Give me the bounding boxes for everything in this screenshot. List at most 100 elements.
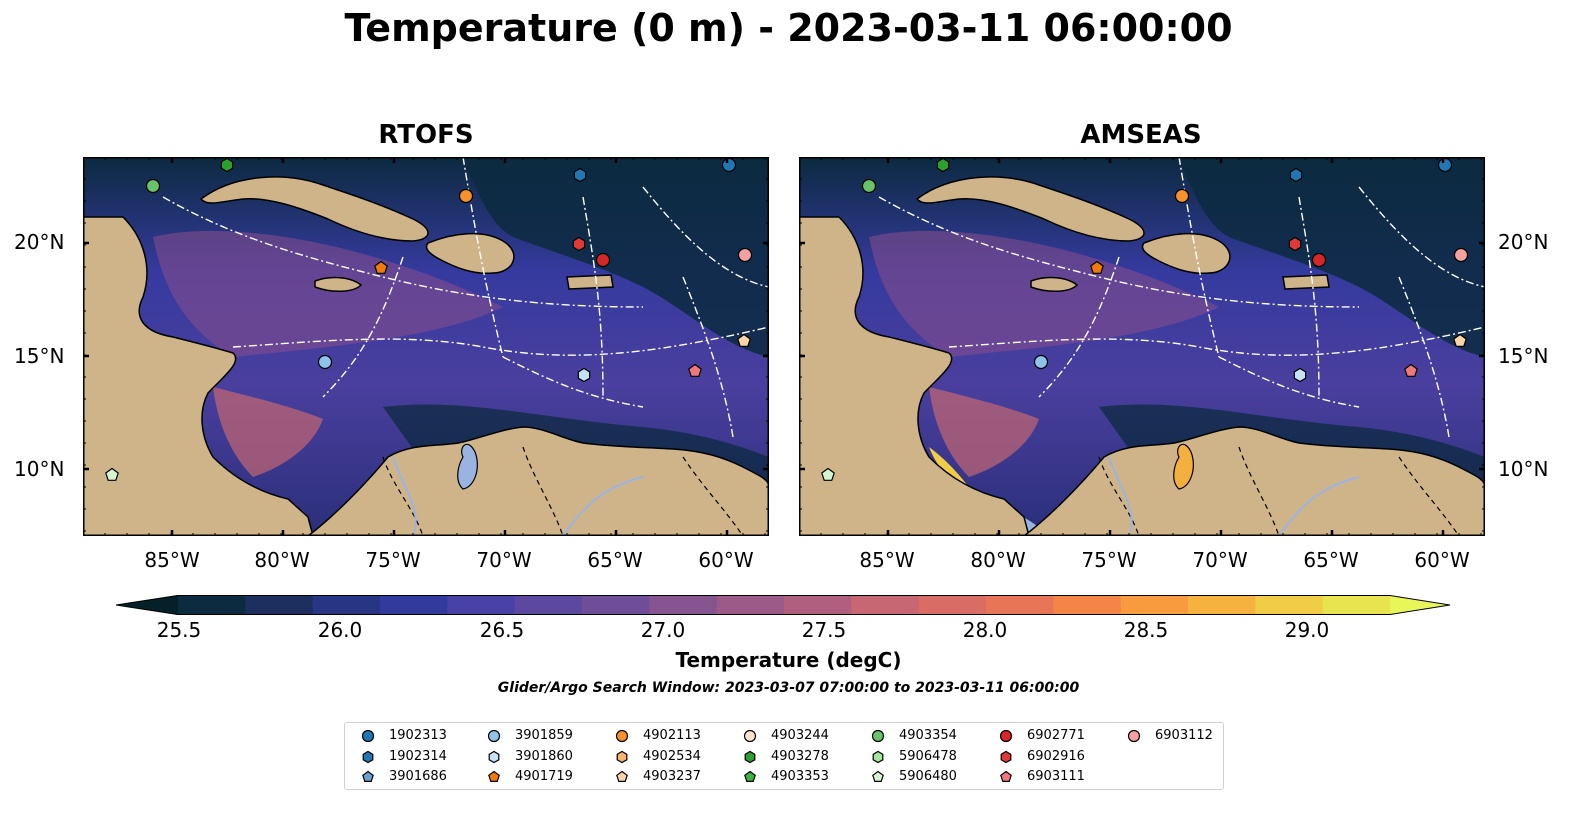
legend-marker-circle-icon bbox=[871, 729, 885, 743]
legend-label: 6903112 bbox=[1155, 728, 1213, 743]
colorbar-bin bbox=[1322, 595, 1391, 615]
map-panel-rtofs bbox=[83, 157, 769, 536]
landmass bbox=[306, 426, 769, 536]
legend-label: 1902313 bbox=[389, 728, 447, 743]
map-panel-amseas bbox=[799, 157, 1485, 536]
float-marker-4901719 bbox=[1090, 260, 1104, 274]
float-marker-4902113 bbox=[458, 188, 474, 204]
colorbar-tick: 28.0 bbox=[962, 618, 1008, 642]
panel-title-rtofs: RTOFS bbox=[378, 120, 474, 150]
float-marker-6902916 bbox=[1288, 236, 1302, 252]
legend-label: 4901719 bbox=[515, 769, 573, 784]
legend-label: 1902314 bbox=[389, 748, 447, 764]
float-marker-6902916 bbox=[572, 236, 586, 252]
legend-marker-hexagon-icon bbox=[1000, 750, 1012, 763]
lon-label-80w-rtofs: 80°W bbox=[254, 548, 310, 572]
eez-boundary bbox=[162, 196, 644, 308]
legend-marker-hexagon-icon bbox=[744, 750, 756, 763]
lat-label-15n-left: 15°N bbox=[14, 344, 65, 368]
legend-marker-circle-icon bbox=[361, 729, 375, 743]
eez-boundary bbox=[1358, 186, 1485, 288]
colorbar-label: Temperature (degC) bbox=[675, 648, 902, 672]
colorbar bbox=[116, 595, 1451, 615]
legend-marker-circle-icon bbox=[615, 729, 629, 743]
float-marker-1902313 bbox=[721, 157, 737, 173]
lon-label-85w-amseas: 85°W bbox=[859, 548, 915, 572]
colorbar-bin bbox=[784, 595, 852, 615]
float-marker-5906480 bbox=[105, 467, 119, 481]
float-marker-4903237 bbox=[1453, 333, 1467, 347]
float-marker-3901860 bbox=[577, 367, 591, 383]
legend-marker-pentagon-icon bbox=[744, 770, 756, 782]
legend-marker-hexagon-icon bbox=[488, 750, 500, 763]
lon-label-60w-rtofs: 60°W bbox=[698, 548, 754, 572]
colorbar-bin bbox=[851, 595, 920, 615]
colorbar-extend-high bbox=[1390, 595, 1450, 615]
lon-label-70w-rtofs: 70°W bbox=[476, 548, 532, 572]
legend-label: 4903278 bbox=[771, 748, 829, 764]
eez-boundary bbox=[1398, 276, 1450, 438]
legend-marker-hexagon-icon bbox=[616, 750, 628, 763]
legend-label: 4903353 bbox=[771, 769, 829, 784]
search-window-note: Glider/Argo Search Window: 2023-03-07 07… bbox=[497, 680, 1080, 696]
eez-boundary bbox=[682, 276, 734, 438]
float-marker-4903237 bbox=[737, 333, 751, 347]
float-marker-6903111 bbox=[1404, 363, 1418, 377]
lon-label-85w-rtofs: 85°W bbox=[144, 548, 200, 572]
float-marker-4903278 bbox=[936, 157, 950, 173]
legend-marker-circle-icon bbox=[743, 729, 757, 743]
float-marker-6902771 bbox=[595, 252, 611, 268]
legend-label: 6902771 bbox=[1027, 728, 1085, 743]
lon-label-75w-amseas: 75°W bbox=[1081, 548, 1137, 572]
float-marker-3901859 bbox=[317, 354, 333, 370]
eez-boundary bbox=[502, 356, 644, 408]
colorbar-bin bbox=[1188, 595, 1256, 615]
colorbar-bin bbox=[178, 595, 246, 615]
eez-boundary bbox=[1218, 356, 1360, 408]
lon-label-65w-rtofs: 65°W bbox=[587, 548, 643, 572]
eez-boundary bbox=[232, 326, 769, 356]
landmass bbox=[1282, 274, 1330, 290]
eez-boundary bbox=[878, 196, 1360, 308]
eez-boundary bbox=[322, 256, 404, 398]
eez-boundary bbox=[582, 196, 604, 398]
legend-label: 6903111 bbox=[1027, 769, 1085, 784]
float-marker-4903354 bbox=[861, 178, 877, 194]
lat-label-10n-left: 10°N bbox=[14, 457, 65, 481]
colorbar-extend-low bbox=[116, 595, 178, 615]
legend-label: 3901686 bbox=[389, 769, 447, 784]
lat-label-20n-right: 20°N bbox=[1498, 230, 1549, 254]
colorbar-bin bbox=[1255, 595, 1324, 615]
float-marker-1902314 bbox=[1289, 167, 1303, 183]
lat-label-10n-right: 10°N bbox=[1498, 457, 1549, 481]
legend-marker-pentagon-icon bbox=[362, 770, 374, 782]
landmass bbox=[314, 276, 363, 292]
legend-marker-circle-icon bbox=[999, 729, 1013, 743]
colorbar-bin bbox=[312, 595, 381, 615]
float-marker-4901719 bbox=[374, 260, 388, 274]
colorbar-tick: 26.0 bbox=[317, 618, 363, 642]
landmass bbox=[425, 232, 515, 275]
lon-label-80w-amseas: 80°W bbox=[970, 548, 1026, 572]
float-marker-6903111 bbox=[688, 363, 702, 377]
colorbar-tick: 28.5 bbox=[1123, 618, 1169, 642]
legend-label: 4903237 bbox=[643, 769, 701, 784]
panel-title-amseas: AMSEAS bbox=[1080, 120, 1202, 150]
float-marker-5906480 bbox=[821, 467, 835, 481]
colorbar-bin bbox=[380, 595, 448, 615]
float-marker-6902771 bbox=[1311, 252, 1327, 268]
legend-marker-pentagon-icon bbox=[872, 770, 884, 782]
float-marker-4903278 bbox=[220, 157, 234, 173]
eez-boundary bbox=[1038, 256, 1120, 398]
colorbar-tick: 27.0 bbox=[640, 618, 686, 642]
lon-label-65w-amseas: 65°W bbox=[1303, 548, 1359, 572]
legend-marker-pentagon-icon bbox=[616, 770, 628, 782]
landmass bbox=[799, 216, 1030, 536]
lon-label-60w-amseas: 60°W bbox=[1414, 548, 1470, 572]
colorbar-bin bbox=[582, 595, 650, 615]
colorbar-bin bbox=[918, 595, 987, 615]
colorbar-tick: 25.5 bbox=[156, 618, 202, 642]
lat-label-20n-left: 20°N bbox=[14, 230, 65, 254]
lon-label-75w-rtofs: 75°W bbox=[365, 548, 421, 572]
colorbar-tick: 29.0 bbox=[1284, 618, 1330, 642]
